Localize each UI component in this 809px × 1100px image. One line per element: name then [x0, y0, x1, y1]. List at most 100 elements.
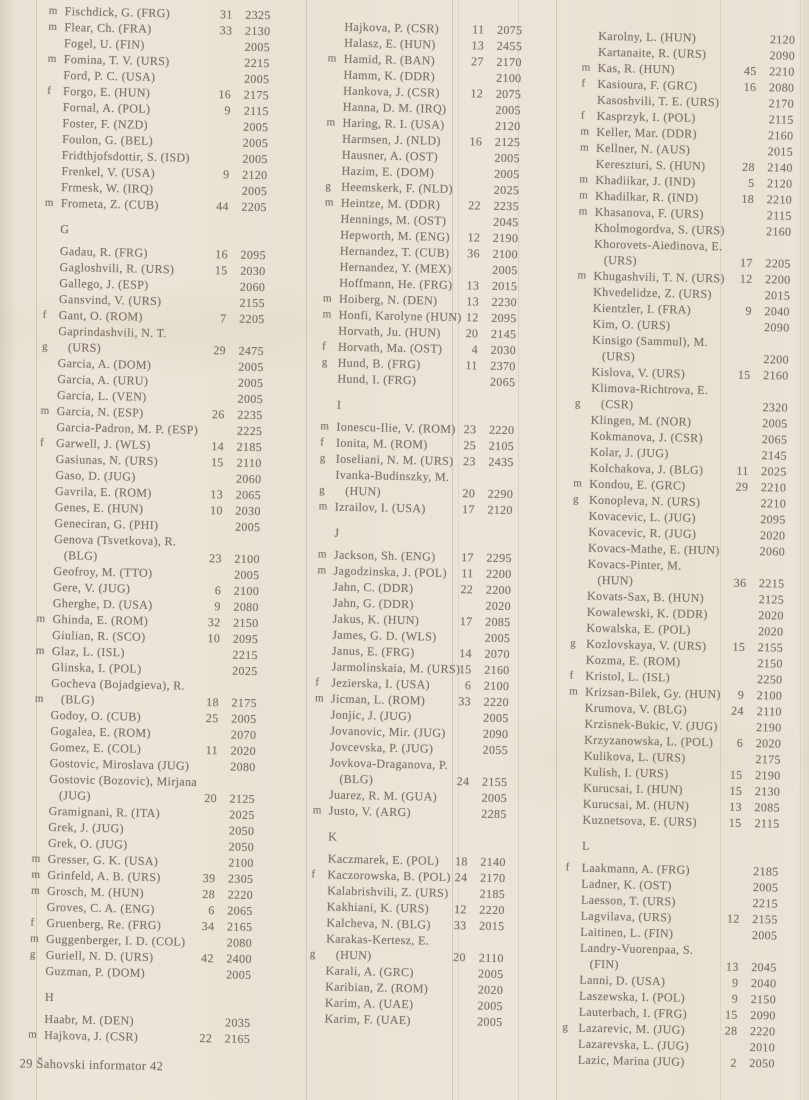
games-count: 45	[743, 63, 757, 78]
rating-value: 2150	[750, 992, 777, 1007]
rating-value: 2115	[766, 208, 792, 223]
rating-value: 2030	[235, 503, 261, 519]
title-prefix: f	[39, 436, 45, 449]
games-count: 24	[730, 703, 744, 718]
rating-value: 2105	[488, 438, 515, 454]
title-prefix: f	[311, 868, 316, 881]
rating-list-entry: m Izrailov, I. (USA) 17 2120	[319, 498, 513, 518]
rating-list-entry: Khorovets-Aiedinova, E. (URS) 17 2205	[578, 235, 792, 271]
column-left: m Fischdick, G. (FRG) 31 2325 m Flear, Ch. (F…	[28, 3, 271, 1047]
title-prefix: m	[581, 61, 591, 74]
games-count: 22	[468, 198, 482, 213]
games-count: 20	[452, 950, 466, 965]
rating-value: 2020	[758, 608, 784, 623]
games-count: 15	[214, 263, 228, 278]
games-count: 9	[214, 599, 221, 614]
games-count: 18	[741, 191, 755, 206]
rating-value: 2005	[242, 119, 269, 135]
games-count: 14	[459, 646, 473, 661]
games-count: 23	[463, 422, 477, 437]
games-count: 13	[210, 487, 224, 502]
rating-list-entry: Guzman, P. (DOM) 2005	[29, 963, 251, 983]
games-count: 12	[470, 86, 484, 101]
player-name: Kovacs-Pinter, M. (HUN)	[587, 556, 682, 588]
rating-value: 2200	[763, 352, 790, 367]
rating-list-entry: m Frometa, Z. (CUB) 44 2205	[45, 195, 267, 215]
title-prefix: f	[315, 676, 320, 689]
rating-value: 2100	[492, 246, 519, 262]
rating-value: 2005	[477, 966, 504, 982]
games-count: 10	[209, 503, 223, 518]
rating-value: 2145	[761, 448, 788, 463]
rating-value: 2150	[232, 615, 259, 631]
rating-value: 2220	[483, 694, 510, 710]
rating-value: 2200	[485, 582, 512, 598]
rating-value: 2210	[760, 496, 787, 511]
title-prefix: m	[327, 52, 337, 65]
rating-value: 2165	[226, 919, 253, 935]
rating-list-entry: Kovacs-Pinter, M. (HUN) 36 2215	[571, 555, 785, 591]
games-count: 28	[741, 159, 755, 174]
rating-value: 2100	[233, 583, 260, 599]
player-name: Landry-Vuorenpaa, S. (FIN)	[579, 940, 694, 972]
player-name: Lazic, Marina (JUG)	[577, 1052, 685, 1069]
games-count: 36	[467, 246, 481, 261]
title-prefix: f	[565, 861, 570, 874]
rating-value: 2220	[479, 902, 505, 918]
rating-value: 2015	[478, 918, 505, 934]
rating-value: 2020	[477, 982, 504, 998]
rating-value: 2005	[237, 391, 264, 407]
rating-value: 2185	[479, 886, 506, 902]
title-prefix: m	[320, 420, 330, 433]
rating-value: 2045	[493, 214, 519, 230]
title-prefix: m	[569, 685, 579, 698]
rating-value: 2090	[769, 48, 796, 63]
rating-value: 2005	[483, 710, 509, 726]
title-prefix: f	[321, 340, 327, 353]
rating-value: 2060	[759, 544, 786, 559]
games-count: 11	[465, 358, 478, 373]
games-count: 31	[219, 7, 233, 22]
games-count: 15	[728, 815, 742, 830]
rating-value: 2005	[484, 630, 511, 646]
games-count: 14	[211, 439, 225, 454]
column-right: Karolny, L. (HUN) 2120 Kartanaite, R. (URS…	[562, 27, 796, 1071]
title-prefix: m	[317, 564, 327, 577]
rating-value: 2200	[485, 566, 512, 582]
rating-list-entry: Hund, I. (FRG) 2065	[321, 370, 515, 390]
scan-fold-line	[306, 0, 307, 1100]
rating-value: 2090	[482, 726, 509, 742]
section-letter: L	[581, 838, 590, 853]
rating-value: 2075	[495, 86, 522, 102]
rating-list-entry: Gostovic (Bozovic), Mirjana (JUG) 20 2125	[33, 771, 256, 807]
games-count: 11	[461, 566, 474, 581]
rating-value: 2005	[492, 262, 518, 278]
games-count: 18	[206, 695, 220, 710]
rating-list-entry: m Justo, V. (ARG) 2285	[313, 802, 507, 822]
rating-value: 2290	[487, 486, 514, 502]
footer-text: 29 Šahovski informator 42	[19, 1056, 164, 1074]
rating-value: 2020	[757, 624, 784, 639]
rating-value: 2095	[491, 310, 517, 326]
games-count: 13	[466, 294, 480, 309]
rating-value: 2045	[751, 960, 777, 975]
rating-value: 2080	[233, 599, 259, 615]
rating-value: 2285	[481, 806, 507, 822]
games-count: 6	[208, 903, 215, 918]
title-prefix: g	[570, 637, 577, 650]
rating-value: 2155	[752, 912, 778, 927]
rating-value: 2005	[477, 1014, 503, 1030]
rating-value: 2125	[758, 592, 785, 607]
games-count: 24	[454, 870, 468, 885]
rating-value: 2170	[479, 870, 506, 886]
rating-value: 2120	[766, 176, 793, 191]
title-prefix: m	[30, 884, 41, 897]
rating-value: 2185	[236, 439, 263, 455]
rating-value: 2160	[763, 368, 789, 383]
rating-value: 2030	[240, 263, 266, 279]
rating-value: 2005	[234, 519, 261, 535]
rating-value: 2125	[229, 791, 256, 807]
player-name: Ivanka-Budinszky, M. (HUN)	[335, 467, 450, 499]
games-count: 20	[465, 326, 479, 341]
